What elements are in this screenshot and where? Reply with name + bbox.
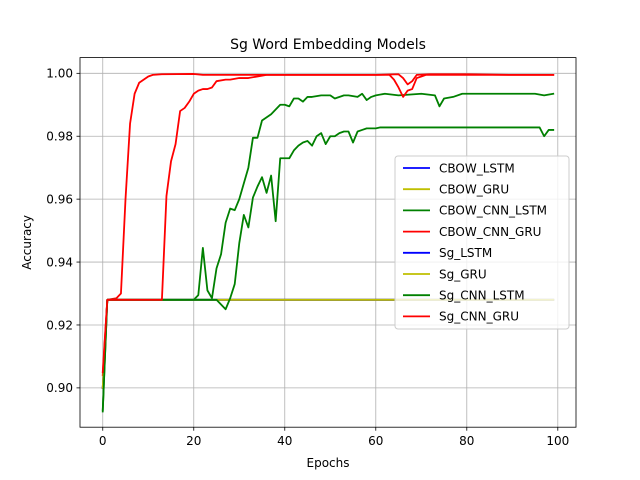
series-line-sg-cnn-gru bbox=[101, 74, 555, 374]
y-axis-label: Accuracy bbox=[20, 215, 34, 270]
legend-label-cbow-cnn-lstm: CBOW_CNN_LSTM bbox=[439, 204, 547, 218]
legend-frame bbox=[394, 155, 570, 330]
chart-title: Sg Word Embedding Models bbox=[230, 37, 426, 53]
legend-label-cbow-gru: CBOW_GRU bbox=[439, 183, 509, 197]
legend-label-cbow-lstm: CBOW_LSTM bbox=[439, 161, 515, 175]
y-tick-label: 0.98 bbox=[46, 130, 73, 144]
x-tick-label: 60 bbox=[368, 434, 383, 448]
y-tick-label: 0.94 bbox=[46, 255, 73, 269]
x-tick-label: 20 bbox=[186, 434, 201, 448]
legend-label-sg-cnn-gru: Sg_CNN_GRU bbox=[439, 310, 519, 324]
series-line-sg-cnn-lstm bbox=[101, 126, 555, 413]
series-line-cbow-cnn-gru bbox=[101, 73, 555, 377]
x-tick-label: 0 bbox=[99, 434, 107, 448]
y-tick-label: 1.00 bbox=[46, 67, 73, 81]
x-axis-label: Epochs bbox=[307, 456, 350, 470]
x-axis-ticks: 0 20 40 60 80 100 bbox=[99, 427, 569, 448]
y-axis-ticks: 0.90 0.92 0.94 0.96 0.98 1.00 bbox=[46, 67, 80, 395]
legend-label-sg-lstm: Sg_LSTM bbox=[439, 246, 492, 260]
x-tick-label: 40 bbox=[277, 434, 292, 448]
y-tick-label: 0.96 bbox=[46, 192, 73, 206]
y-tick-label: 0.92 bbox=[46, 318, 73, 332]
series-line-cbow-cnn-lstm bbox=[101, 92, 555, 411]
x-tick-label: 80 bbox=[459, 434, 474, 448]
legend-label-sg-gru: Sg_GRU bbox=[439, 267, 487, 281]
series-lines bbox=[101, 73, 555, 413]
legend-label-sg-cnn-lstm: Sg_CNN_LSTM bbox=[439, 289, 525, 303]
x-tick-label: 100 bbox=[546, 434, 569, 448]
y-tick-label: 0.90 bbox=[46, 381, 73, 395]
legend-label-cbow-cnn-gru: CBOW_CNN_GRU bbox=[439, 225, 541, 239]
plot-area-frame bbox=[79, 57, 577, 428]
legend: CBOW_LSTM CBOW_GRU CBOW_CNN_LSTM CBOW_CNN_G… bbox=[394, 155, 570, 330]
